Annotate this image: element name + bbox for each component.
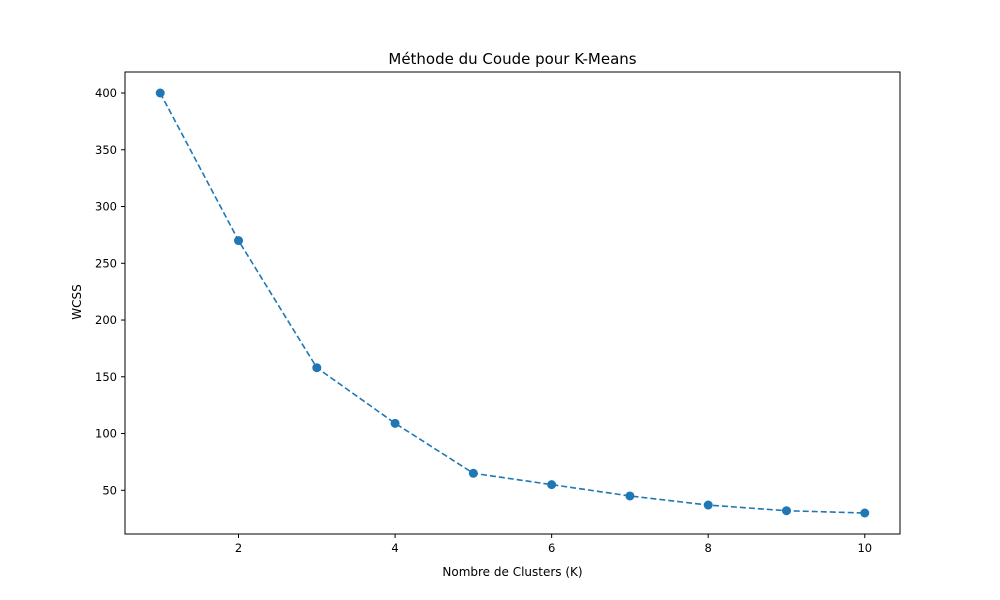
y-tick-label: 400 (95, 86, 117, 100)
y-tick-label: 150 (95, 370, 117, 384)
y-tick-label: 50 (102, 483, 117, 497)
y-tick-label: 300 (95, 200, 117, 214)
y-tick-label: 350 (95, 143, 117, 157)
x-tick-label: 8 (705, 541, 712, 555)
data-point (547, 480, 557, 490)
ticks-layer: 2 4 6 8 10 50 100 150 200 250 300 350 400 (95, 86, 872, 555)
x-tick-label: 4 (391, 541, 398, 555)
data-point (625, 491, 635, 501)
data-point (312, 363, 322, 373)
data-point (860, 508, 870, 518)
data-point (155, 88, 165, 98)
x-tick-label: 6 (548, 541, 555, 555)
y-tick-label: 250 (95, 256, 117, 270)
y-axis-label: WCSS (70, 284, 84, 319)
y-tick-label: 200 (95, 313, 117, 327)
data-point (468, 468, 478, 478)
x-axis-label: Nombre de Clusters (K) (442, 565, 582, 579)
data-point (390, 418, 400, 428)
x-tick-label: 10 (857, 541, 872, 555)
series-layer (155, 88, 870, 518)
data-point (781, 506, 791, 516)
data-point (234, 236, 244, 246)
data-point (703, 500, 713, 510)
plot-frame (124, 71, 901, 535)
x-tick-label: 2 (235, 541, 242, 555)
chart-title: Méthode du Coude pour K-Means (388, 50, 636, 68)
series-line (159, 92, 865, 514)
y-tick-label: 100 (95, 427, 117, 441)
